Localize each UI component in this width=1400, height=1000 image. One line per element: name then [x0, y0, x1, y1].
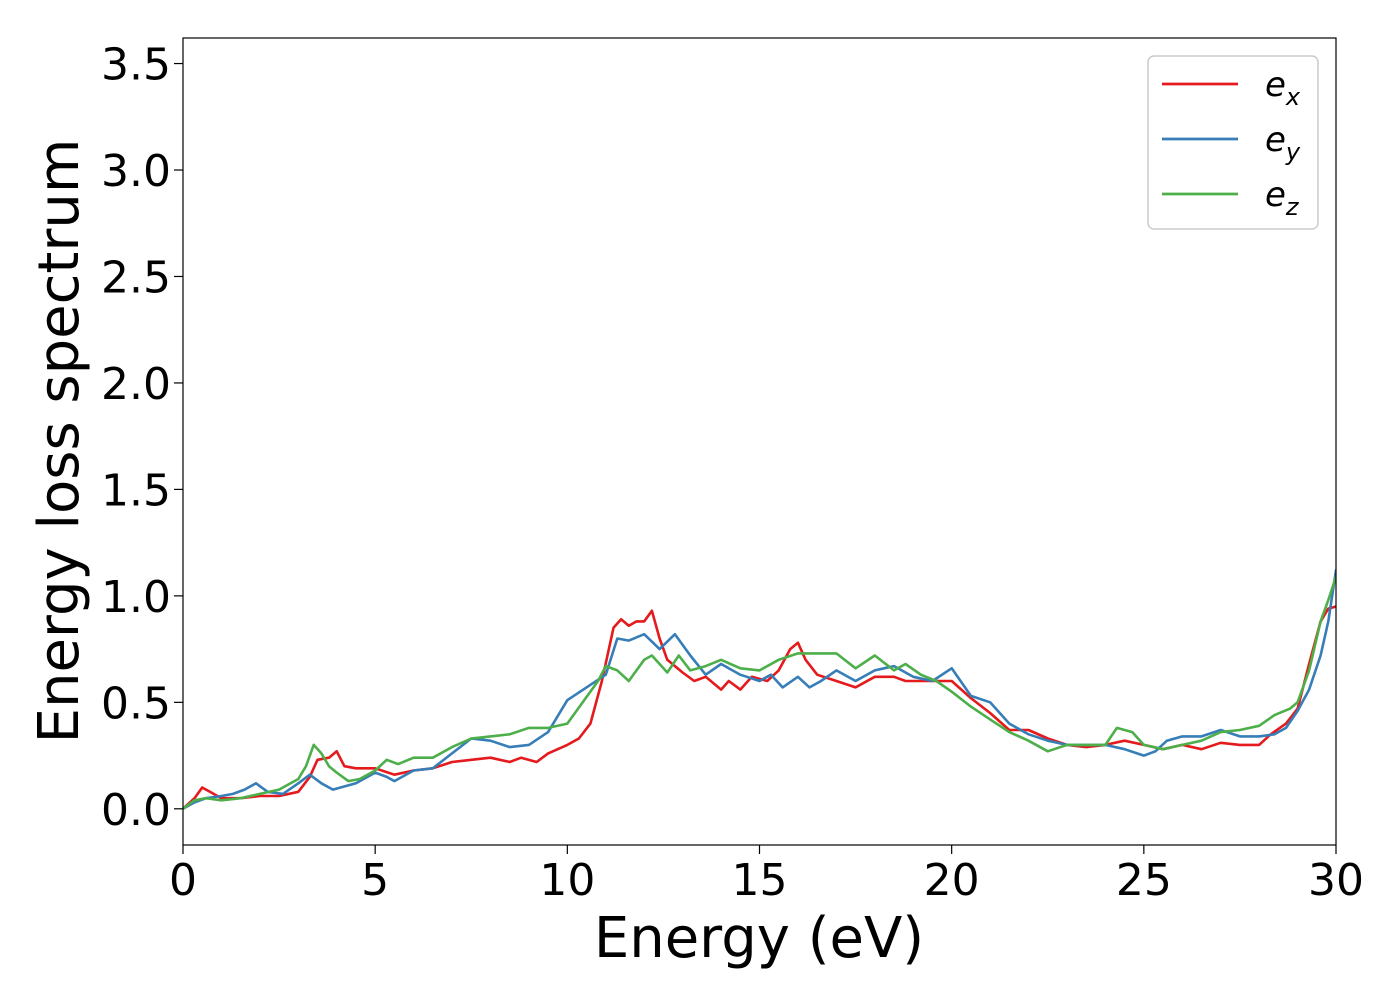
series-line-y: [183, 569, 1336, 811]
x-tick-label: 0: [169, 855, 197, 906]
legend-label-sub: z: [1285, 193, 1300, 221]
x-tick-label: 10: [539, 855, 595, 906]
legend-label-base: e: [1265, 120, 1286, 160]
legend-label-y: ey: [1265, 120, 1301, 166]
legend-label-x: ex: [1265, 65, 1301, 111]
y-tick-label: 0.5: [101, 678, 171, 729]
y-tick-label: 1.0: [101, 572, 171, 623]
legend-label-base: e: [1265, 65, 1286, 105]
series-line-x: [183, 605, 1336, 811]
x-tick-label: 15: [732, 855, 788, 906]
y-tick-label: 3.0: [101, 146, 171, 197]
y-tick-label: 0.0: [101, 785, 171, 836]
x-tick-label: 25: [1116, 855, 1172, 906]
x-axis-label: Energy (eV): [594, 906, 924, 971]
x-tick-label: 20: [924, 855, 980, 906]
y-tick-label: 2.0: [101, 359, 171, 410]
y-axis-label: Energy loss spectrum: [27, 139, 92, 744]
y-tick-label: 2.5: [101, 252, 171, 303]
legend-label-z: ez: [1265, 175, 1300, 221]
ticks-layer: 0 5 10 15 20 25 30 0.0 0.5 1.0 1.5 2.0 2.5 3.0 3.5: [101, 40, 1364, 906]
legend-label-base: e: [1265, 175, 1286, 215]
x-tick-label: 5: [361, 855, 389, 906]
x-tick-label: 30: [1308, 855, 1364, 906]
series-line-z: [183, 575, 1336, 811]
legend-label-sub: y: [1285, 138, 1301, 166]
y-tick-label: 3.5: [101, 40, 171, 91]
legend-label-sub: x: [1285, 83, 1301, 111]
series-layer: [183, 569, 1336, 811]
legend-box: [1147, 55, 1319, 230]
y-tick-label: 1.5: [101, 465, 171, 516]
